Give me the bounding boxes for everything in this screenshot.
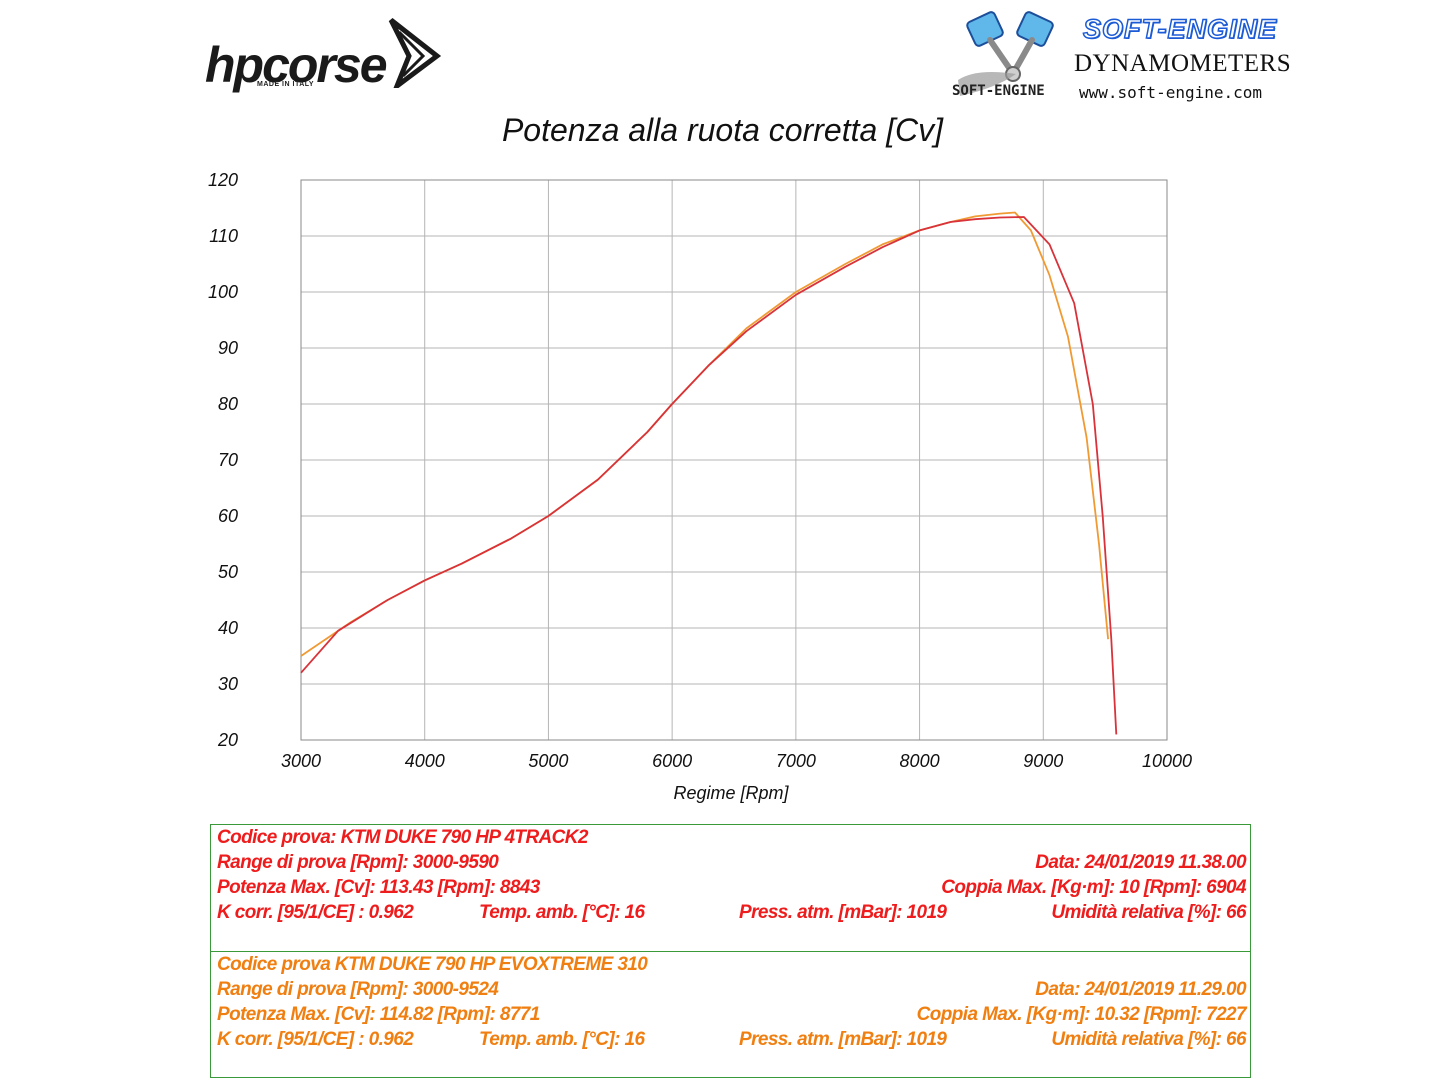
y-tick-label: 60: [218, 506, 238, 526]
test-1-kcorr: K corr. [95/1/CE] : 0.962: [217, 902, 414, 923]
test-1-row-4: K corr. [95/1/CE] : 0.962 Temp. amb. [°C…: [217, 902, 1247, 927]
test-2-data: Data: 24/01/2019 11.29.00: [1035, 979, 1246, 1000]
chart-series: [300, 211, 1118, 735]
test-2-temp: Temp. amb. [°C]: 16: [479, 1029, 645, 1050]
test-info-box: Codice prova: KTM DUKE 790 HP 4TRACK2 Ra…: [210, 824, 1251, 1078]
softengine-website: www.soft-engine.com: [1079, 83, 1263, 102]
y-tick-label: 20: [217, 730, 238, 750]
test-2-range: Range di prova [Rpm]: 3000-9524: [217, 979, 499, 1000]
hpcorse-logo-word: hpcorse: [205, 37, 388, 93]
y-tick-label: 30: [218, 674, 238, 694]
series-line-2: [300, 211, 1109, 657]
softengine-mark: SOFT-ENGINE: [952, 83, 1045, 99]
test-2-row-4: K corr. [95/1/CE] : 0.962 Temp. amb. [°C…: [217, 1029, 1247, 1054]
series-line-1: [300, 216, 1118, 735]
x-tick-label: 5000: [528, 751, 568, 771]
plot-frame: [300, 179, 1168, 741]
x-tick-label: 7000: [776, 751, 816, 771]
y-tick-label: 110: [209, 226, 238, 246]
x-axis-label: Regime [Rpm]: [673, 783, 789, 803]
test-1-row-1: Codice prova: KTM DUKE 790 HP 4TRACK2: [217, 827, 1246, 852]
hpcorse-logo-tagline: MADE IN ITALY: [257, 81, 315, 88]
x-axis-ticks: 3000 4000 5000 6000 7000 8000 9000 10000: [281, 751, 1192, 771]
test-1-press: Press. atm. [mBar]: 1019: [739, 902, 947, 923]
test-2-row-2: Range di prova [Rpm]: 3000-9524 Data: 24…: [217, 979, 1247, 1004]
test-2-umid: Umidità relativa [%]: 66: [1051, 1029, 1246, 1050]
test-1-row-3: Potenza Max. [Cv]: 113.43 [Rpm]: 8843 Co…: [217, 877, 1247, 902]
y-tick-label: 50: [218, 562, 238, 582]
y-tick-label: 120: [208, 170, 238, 190]
softengine-dynamometers: DYNAMOMETERS: [1074, 50, 1292, 77]
test-2-codice: Codice prova KTM DUKE 790 HP EVOXTREME 3…: [217, 954, 648, 975]
test-1-codice: Codice prova: KTM DUKE 790 HP 4TRACK2: [217, 827, 589, 848]
test-2-press: Press. atm. [mBar]: 1019: [739, 1029, 947, 1050]
y-tick-label: 70: [218, 450, 238, 470]
chart-grid: [300, 179, 1168, 741]
x-tick-label: 4000: [405, 751, 445, 771]
test-1-umid: Umidità relativa [%]: 66: [1051, 902, 1246, 923]
test-1-data: Data: 24/01/2019 11.38.00: [1035, 852, 1246, 873]
hpcorse-logo: hpcorse MADE IN ITALY: [205, 14, 442, 94]
piston-icon: [958, 11, 1054, 96]
chart-title: Potenza alla ruota corretta [Cv]: [501, 112, 944, 148]
hpcorse-chevron-icon: [388, 18, 442, 88]
x-tick-label: 8000: [900, 751, 940, 771]
x-tick-label: 9000: [1023, 751, 1063, 771]
test-1-temp: Temp. amb. [°C]: 16: [479, 902, 645, 923]
y-tick-label: 90: [218, 338, 238, 358]
test-2-row-3: Potenza Max. [Cv]: 114.82 [Rpm]: 8771 Co…: [217, 1004, 1247, 1029]
test-2-kcorr: K corr. [95/1/CE] : 0.962: [217, 1029, 414, 1050]
x-tick-label: 3000: [281, 751, 321, 771]
softengine-brand: SOFT-ENGINE: [1082, 13, 1278, 45]
test-2-coppia: Coppia Max. [Kg·m]: 10.32 [Rpm]: 7227: [916, 1004, 1247, 1025]
test-1-potenza: Potenza Max. [Cv]: 113.43 [Rpm]: 8843: [217, 877, 540, 898]
softengine-logo: SOFT-ENGINE DYNAMOMETERS www.soft-engine…: [948, 8, 1293, 106]
y-tick-label: 40: [218, 618, 238, 638]
test-2-row-1: Codice prova KTM DUKE 790 HP EVOXTREME 3…: [217, 954, 1246, 979]
x-tick-label: 6000: [652, 751, 692, 771]
y-tick-label: 100: [208, 282, 238, 302]
test-1-row-2: Range di prova [Rpm]: 3000-9590 Data: 24…: [217, 852, 1247, 877]
test-2-potenza: Potenza Max. [Cv]: 114.82 [Rpm]: 8771: [217, 1004, 540, 1025]
test-info-divider: [211, 951, 1250, 952]
test-1-coppia: Coppia Max. [Kg·m]: 10 [Rpm]: 6904: [941, 877, 1246, 898]
y-tick-label: 80: [218, 394, 238, 414]
test-1-range: Range di prova [Rpm]: 3000-9590: [217, 852, 499, 873]
x-tick-label: 10000: [1142, 751, 1192, 771]
y-axis-ticks: 20 30 40 50 60 70 80 90 100 110 120: [208, 170, 238, 750]
